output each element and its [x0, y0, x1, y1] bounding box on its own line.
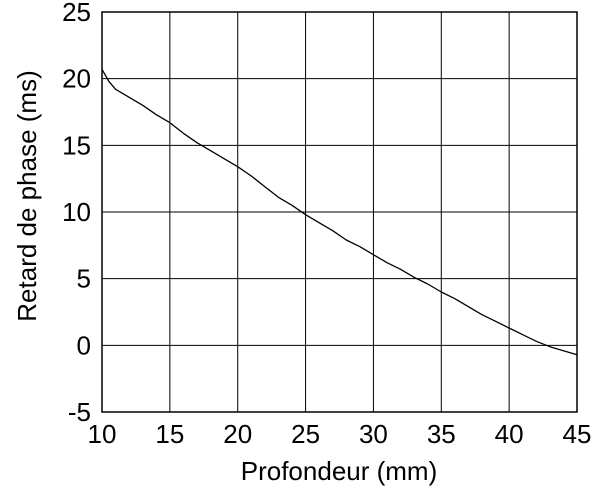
x-tick-label: 35 [427, 419, 456, 449]
grid [102, 12, 577, 412]
y-tick-label: 25 [62, 0, 91, 27]
y-tick-labels: -5 0 5 10 15 20 25 [62, 0, 91, 427]
y-axis-label: Retard de phase (ms) [12, 70, 42, 321]
y-tick-label: 20 [62, 64, 91, 94]
x-tick-label: 30 [359, 419, 388, 449]
y-tick-label: 10 [62, 197, 91, 227]
x-tick-label: 10 [88, 419, 117, 449]
x-tick-label: 25 [291, 419, 320, 449]
series-layer [101, 68, 578, 356]
plot-frame [101, 11, 578, 413]
x-tick-label: 20 [223, 419, 252, 449]
series-line [101, 68, 578, 356]
x-tick-label: 45 [563, 419, 592, 449]
y-tick-label: 5 [77, 264, 91, 294]
x-tick-labels: 10 15 20 25 30 35 40 45 [88, 419, 592, 449]
y-tick-label: 0 [77, 330, 91, 360]
y-tick-label: -5 [68, 397, 91, 427]
x-axis-label: Profondeur (mm) [241, 456, 438, 486]
x-tick-label: 40 [495, 419, 524, 449]
x-tick-label: 15 [155, 419, 184, 449]
y-tick-label: 15 [62, 130, 91, 160]
